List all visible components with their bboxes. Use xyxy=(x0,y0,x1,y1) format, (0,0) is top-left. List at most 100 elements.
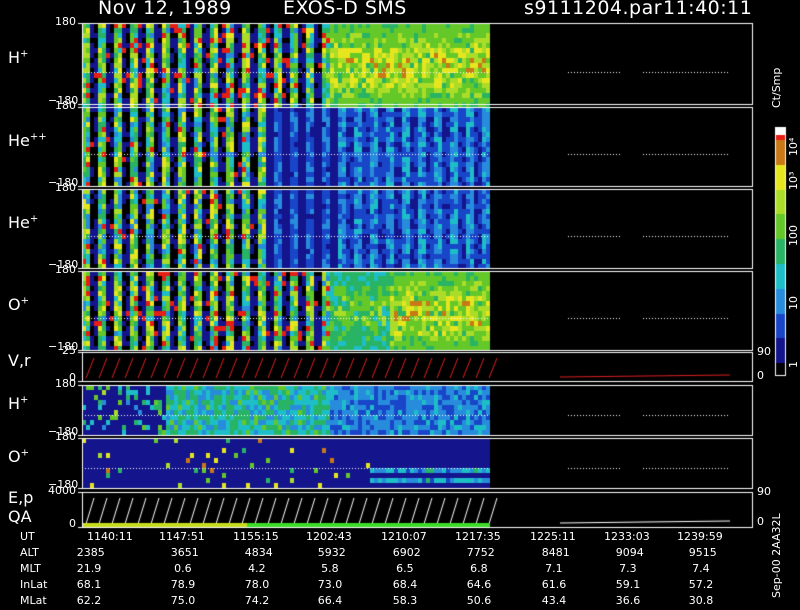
ephemeris-cell: 64.6 xyxy=(466,578,492,591)
ephemeris-cell: 8481 xyxy=(541,546,570,559)
ephemeris-cell: 1210:07 xyxy=(381,530,427,543)
panel-sup: + xyxy=(20,447,29,459)
panel-label-0: H+ xyxy=(8,48,28,67)
panel-top-tick: 180 xyxy=(55,15,76,28)
panel-top-tick: 180 xyxy=(55,99,76,112)
ephemeris-row-mlat: MLat 62.2 75.0 74.2 66.4 58.3 50.6 43.4 36.6 30.8 xyxy=(0,594,800,610)
ephemeris-cell: 61.6 xyxy=(541,578,567,591)
panel-name: O xyxy=(8,447,21,466)
ephemeris-cell: 6902 xyxy=(392,546,421,559)
panel-label-4: V,r xyxy=(8,351,31,370)
ephemeris-cell: 6.8 xyxy=(470,562,488,575)
ephemeris-cell: 1202:43 xyxy=(306,530,352,543)
ephemeris-cell: 7.1 xyxy=(545,562,563,575)
ephemeris-cell: 58.3 xyxy=(392,594,418,607)
panel-top-tick: 180 xyxy=(55,377,76,390)
ephemeris-row-label: MLat xyxy=(20,594,47,607)
ephemeris-cell: 78.0 xyxy=(244,578,270,591)
ephemeris-cell: 1233:03 xyxy=(604,530,650,543)
ephemeris-cell: 0.6 xyxy=(174,562,192,575)
panel-top-tick: 4000 xyxy=(48,484,76,497)
ephemeris-cell: 1140:11 xyxy=(87,530,133,543)
ephemeris-cell: 7752 xyxy=(466,546,495,559)
ephemeris-cell: 1155:15 xyxy=(233,530,279,543)
ephemeris-cell: 5932 xyxy=(317,546,346,559)
header-mission: EXOS-D SMS xyxy=(283,0,407,19)
panel-right-bottom-tick: 0 xyxy=(757,369,764,382)
ephemeris-cell: 6.5 xyxy=(396,562,414,575)
panel-name: E,p xyxy=(8,488,34,507)
panel-bottom-tick: 0 xyxy=(69,371,76,384)
panel-sup: + xyxy=(29,213,39,225)
header-date: Nov 12, 1989 xyxy=(98,0,232,19)
panel-bottom-tick: −180 xyxy=(48,340,79,353)
ephemeris-cell: 50.6 xyxy=(466,594,492,607)
panel-name: V,r xyxy=(8,350,31,370)
panel-bottom-tick: −180 xyxy=(48,425,79,438)
ephemeris-cell: 1147:51 xyxy=(159,530,205,543)
panel-sup: + xyxy=(20,295,29,307)
ephemeris-cell: 68.1 xyxy=(76,578,102,591)
panel-sup: + xyxy=(20,394,29,406)
ephemeris-cell: 78.9 xyxy=(170,578,196,591)
ephemeris-cell: 1217:35 xyxy=(455,530,501,543)
ephemeris-cell: 36.6 xyxy=(615,594,641,607)
panel-name: He xyxy=(8,130,30,150)
colorbar-tick: 100 xyxy=(787,225,800,246)
ephemeris-cell: 5.8 xyxy=(321,562,339,575)
colorbar-tick: 1 xyxy=(787,361,800,368)
panel-label-2: He+ xyxy=(8,213,38,232)
panel-name2: QA xyxy=(8,507,32,526)
ephemeris-cell: 30.8 xyxy=(688,594,714,607)
ephemeris-row-label: MLT xyxy=(20,562,41,575)
panel-bottom-tick: −180 xyxy=(48,176,79,189)
ephemeris-cell: 43.4 xyxy=(541,594,567,607)
ephemeris-cell: 57.2 xyxy=(688,578,714,591)
panel-bottom-tick: −180 xyxy=(48,478,79,491)
ephemeris-cell: 7.4 xyxy=(692,562,710,575)
ephemeris-row-label: ALT xyxy=(20,546,39,559)
panel-name: H xyxy=(8,47,21,67)
panel-name: He xyxy=(8,212,30,232)
header-file: s9111204.par xyxy=(524,0,663,19)
ephemeris-row-inlat: InLat 68.1 78.9 78.0 73.0 68.4 64.6 61.6 59.1 57.… xyxy=(0,578,800,594)
panel-label-1: He++ xyxy=(8,131,47,150)
ephemeris-row-mlt: MLT 21.9 0.6 4.2 5.8 6.5 6.8 7.1 7.3 7.4 xyxy=(0,562,800,578)
panel-label-6: O+ xyxy=(8,447,29,466)
panel-name: O xyxy=(8,294,21,314)
ephemeris-cell: 3651 xyxy=(170,546,199,559)
ephemeris-cell: 7.3 xyxy=(619,562,637,575)
panel-sup: + xyxy=(20,48,29,60)
panel-top-tick: 180 xyxy=(55,263,76,276)
ephemeris-cell: 4.2 xyxy=(248,562,266,575)
colorbar-unit: Ct/Smp xyxy=(770,67,783,108)
ephemeris-row-ut: UT 1140:11 1147:51 1155:15 1202:43 1210:07 121… xyxy=(0,530,800,546)
ephemeris-cell: 59.1 xyxy=(615,578,641,591)
ephemeris-row-alt: ALT 2385 3651 4834 5932 6902 7752 8481 9094 9515 xyxy=(0,546,800,562)
colorbar-tick: 10⁴ xyxy=(787,137,800,156)
header-time: 11:40:11 xyxy=(663,0,753,19)
ephemeris-cell: 4834 xyxy=(244,546,273,559)
panel-top-tick: 180 xyxy=(55,181,76,194)
panel-right-tick: 90 xyxy=(757,345,771,358)
ephemeris-cell: 75.0 xyxy=(170,594,196,607)
footer-label: Sep-00 2AA32L xyxy=(770,513,783,598)
panel-bottom-tick: −180 xyxy=(48,258,79,271)
ephemeris-row-label: InLat xyxy=(20,578,48,591)
panel-sup: ++ xyxy=(29,131,47,143)
ephemeris-cell: 9094 xyxy=(615,546,644,559)
ephemeris-cell: 74.2 xyxy=(244,594,270,607)
panel-label-5: H+ xyxy=(8,394,28,413)
colorbar-tick: 10 xyxy=(787,296,800,310)
ephemeris-cell: 9515 xyxy=(688,546,717,559)
ephemeris-cell: 73.0 xyxy=(317,578,343,591)
panel-right-tick: 90 xyxy=(757,485,771,498)
panel-top-tick: 180 xyxy=(55,430,76,443)
panel-right-bottom-tick: 0 xyxy=(757,515,764,528)
ephemeris-row-label: UT xyxy=(20,530,35,543)
ephemeris-cell: 1225:11 xyxy=(530,530,576,543)
ephemeris-cell: 66.4 xyxy=(317,594,343,607)
panel-name: H xyxy=(8,394,21,413)
panel-label-3: O+ xyxy=(8,295,29,314)
